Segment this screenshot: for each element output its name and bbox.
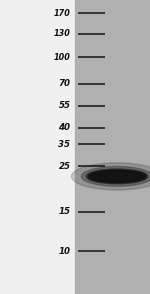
Text: 130: 130 [54, 29, 70, 38]
Text: 100: 100 [54, 53, 70, 62]
Text: 55: 55 [58, 101, 70, 110]
Text: 10: 10 [58, 247, 70, 256]
Text: 35: 35 [58, 140, 70, 148]
Ellipse shape [81, 166, 150, 186]
Text: 25: 25 [58, 162, 70, 171]
Text: 70: 70 [58, 79, 70, 88]
Ellipse shape [71, 163, 150, 190]
Text: 15: 15 [58, 207, 70, 216]
Text: 40: 40 [58, 123, 70, 132]
Text: 170: 170 [54, 9, 70, 18]
Ellipse shape [88, 170, 146, 183]
Bar [75, 0, 150, 294]
Ellipse shape [86, 169, 148, 184]
Bar [0, 0, 75, 294]
